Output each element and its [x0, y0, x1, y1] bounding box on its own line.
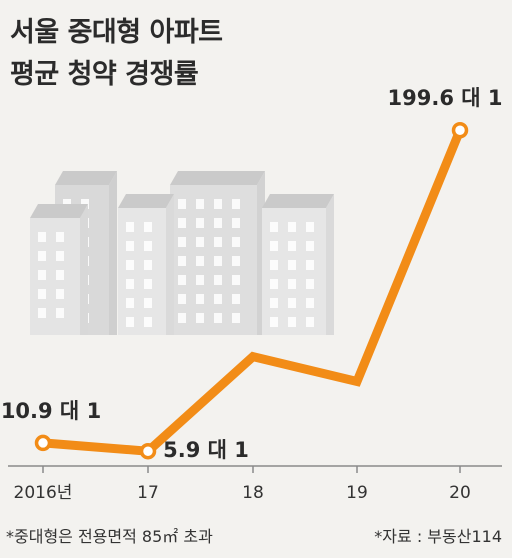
- title-line-2: 평균 청약 경쟁률: [10, 59, 199, 90]
- x-tick-label: 2016년: [14, 483, 73, 503]
- x-tick-label: 20: [449, 483, 471, 503]
- data-label: 199.6 대 1: [388, 86, 503, 110]
- data-point-marker: [451, 121, 469, 139]
- data-point-marker: [34, 434, 52, 452]
- series-line: [42, 128, 465, 456]
- data-point-marker: [139, 442, 157, 460]
- title-line-1: 서울 중대형 아파트: [10, 17, 223, 48]
- x-tick-label: 17: [137, 483, 159, 503]
- data-label: 10.9 대 1: [1, 399, 101, 423]
- x-tick-label: 18: [242, 483, 264, 503]
- x-tick-label: 19: [346, 483, 368, 503]
- footnote-definition: *중대형은 전용면적 85㎡ 초과: [6, 527, 213, 546]
- apartment-buildings-illustration: [30, 171, 334, 335]
- footnote-source: *자료 : 부동산114: [374, 527, 502, 546]
- data-label: 5.9 대 1: [163, 438, 249, 462]
